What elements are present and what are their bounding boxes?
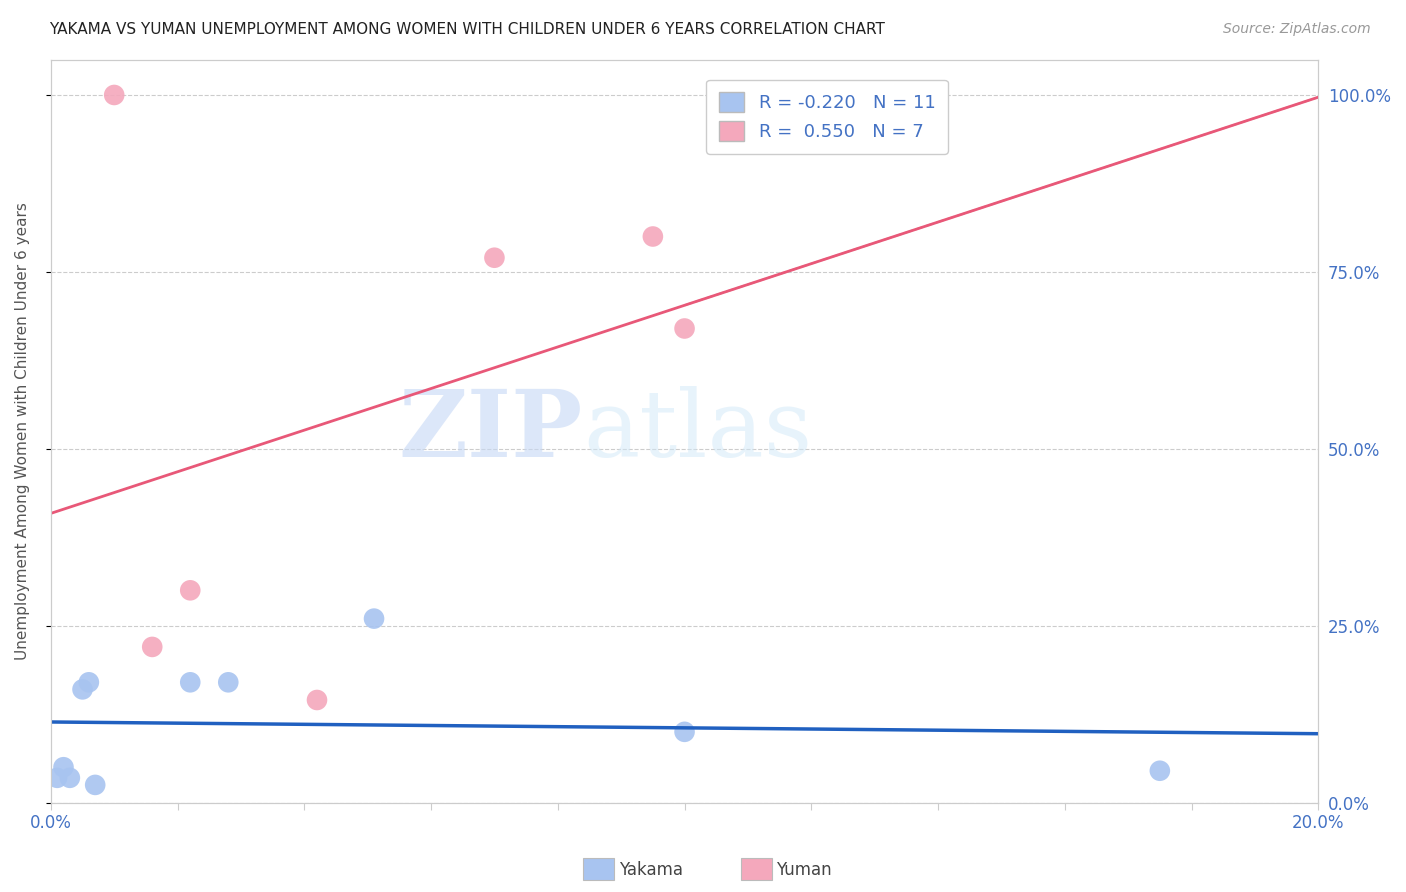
Text: Source: ZipAtlas.com: Source: ZipAtlas.com	[1223, 22, 1371, 37]
Point	[77, 675, 100, 690]
Point	[1149, 764, 1171, 778]
Point	[484, 251, 506, 265]
Point	[103, 87, 125, 102]
Point	[641, 229, 664, 244]
Text: YAKAMA VS YUMAN UNEMPLOYMENT AMONG WOMEN WITH CHILDREN UNDER 6 YEARS CORRELATION: YAKAMA VS YUMAN UNEMPLOYMENT AMONG WOMEN…	[49, 22, 886, 37]
Point	[673, 321, 696, 335]
Point	[141, 640, 163, 654]
Y-axis label: Unemployment Among Women with Children Under 6 years: Unemployment Among Women with Children U…	[15, 202, 30, 660]
Point	[84, 778, 107, 792]
Point	[179, 675, 201, 690]
Point	[305, 693, 328, 707]
Point	[673, 724, 696, 739]
Point	[46, 771, 69, 785]
Point	[52, 760, 75, 774]
Point	[179, 583, 201, 598]
Legend: R = -0.220   N = 11, R =  0.550   N = 7: R = -0.220 N = 11, R = 0.550 N = 7	[706, 79, 948, 153]
Point	[59, 771, 82, 785]
Text: Yuman: Yuman	[776, 861, 832, 879]
Text: ZIP: ZIP	[399, 386, 583, 476]
Text: Yakama: Yakama	[619, 861, 683, 879]
Point	[363, 612, 385, 626]
Text: atlas: atlas	[583, 386, 813, 476]
Point	[72, 682, 94, 697]
Point	[217, 675, 239, 690]
